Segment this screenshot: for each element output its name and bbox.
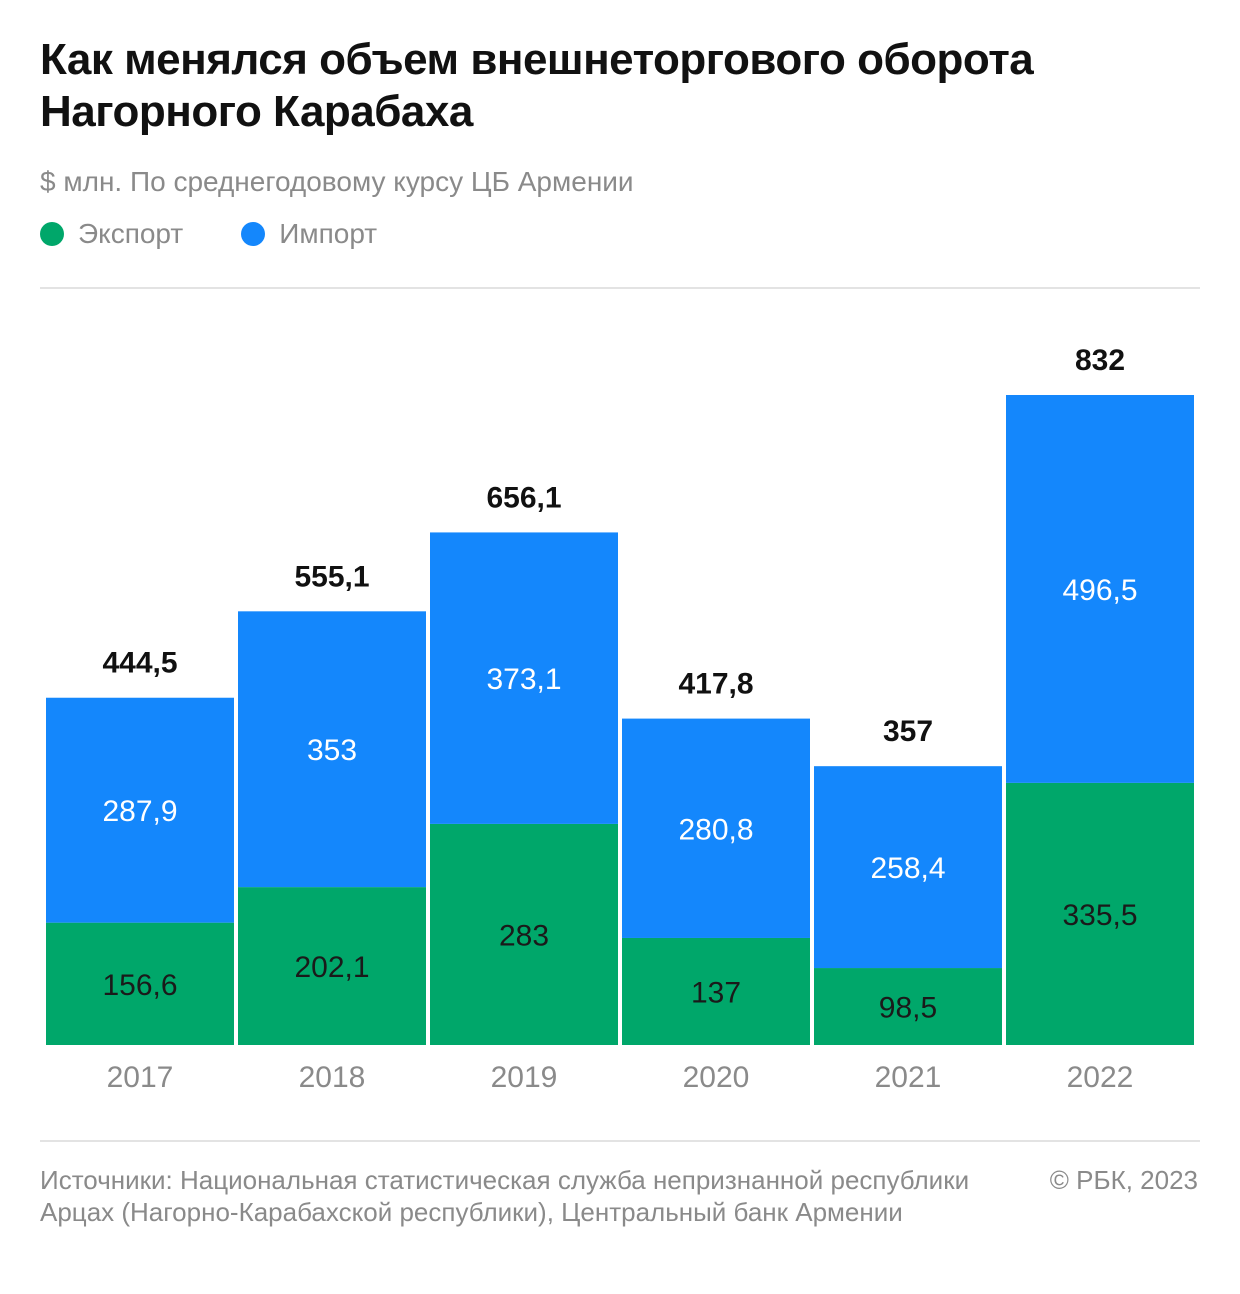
bottom-divider — [40, 1140, 1200, 1142]
x-tick-label-2021: 2021 — [875, 1061, 942, 1094]
legend-label-export: Экспорт — [78, 218, 184, 249]
total-label-2018: 555,1 — [294, 560, 369, 593]
bar-export-2022 — [1006, 782, 1194, 1045]
x-tick-label-2020: 2020 — [683, 1061, 750, 1094]
bar-import-2019 — [430, 532, 618, 824]
total-label-2022: 832 — [1075, 344, 1125, 377]
stacked-bar-chart: 156,6 287,9 444,5 2017 202,1 353 555,1 2018 283 3… — [46, 344, 1194, 1094]
legend: Экспорт Импорт — [40, 218, 377, 250]
legend-item-import: Импорт — [241, 218, 377, 250]
x-tick-label-2017: 2017 — [107, 1061, 174, 1094]
data-label-import-2021: 258,4 — [870, 852, 945, 885]
bar-export-2020 — [622, 937, 810, 1045]
data-label-export-2020: 137 — [691, 976, 741, 1009]
chart-subtitle: $ млн. По среднегодовому курсу ЦБ Армени… — [40, 166, 634, 197]
total-label-2020: 417,8 — [678, 668, 753, 701]
bar-export-2021 — [814, 968, 1002, 1045]
x-tick-label-2022: 2022 — [1067, 1061, 1134, 1094]
source-note: Источники: Национальная статистическая с… — [40, 1165, 970, 1227]
data-label-export-2021: 98,5 — [879, 992, 937, 1025]
data-label-export-2018: 202,1 — [294, 951, 369, 984]
data-label-import-2022: 496,5 — [1062, 574, 1137, 607]
legend-item-export: Экспорт — [40, 218, 183, 250]
bar-import-2021 — [814, 766, 1002, 969]
total-label-2017: 444,5 — [102, 647, 177, 680]
data-label-import-2017: 287,9 — [102, 795, 177, 828]
data-label-export-2017: 156,6 — [102, 969, 177, 1002]
bar-export-2019 — [430, 823, 618, 1045]
data-label-import-2018: 353 — [307, 734, 357, 767]
top-divider — [40, 287, 1200, 289]
legend-dot-import — [241, 222, 266, 246]
total-label-2021: 357 — [883, 715, 933, 748]
bar-import-2022 — [1006, 395, 1194, 783]
x-tick-label-2019: 2019 — [491, 1061, 558, 1094]
legend-label-import: Импорт — [279, 218, 378, 249]
x-tick-label-2018: 2018 — [299, 1061, 366, 1094]
copyright: © РБК, 2023 — [1049, 1165, 1198, 1195]
legend-dot-export — [40, 222, 64, 246]
total-label-2019: 656,1 — [486, 481, 561, 514]
bar-export-2018 — [238, 887, 426, 1045]
chart-title: Как менялся объем внешнеторгового оборот… — [40, 35, 1034, 136]
data-label-import-2019: 373,1 — [486, 663, 561, 696]
data-label-export-2019: 283 — [499, 919, 549, 952]
data-label-import-2020: 280,8 — [678, 813, 753, 846]
bar-import-2017 — [46, 697, 234, 923]
data-label-export-2022: 335,5 — [1062, 899, 1137, 932]
bar-import-2018 — [238, 611, 426, 888]
bar-export-2017 — [46, 922, 234, 1045]
bar-import-2020 — [622, 718, 810, 938]
